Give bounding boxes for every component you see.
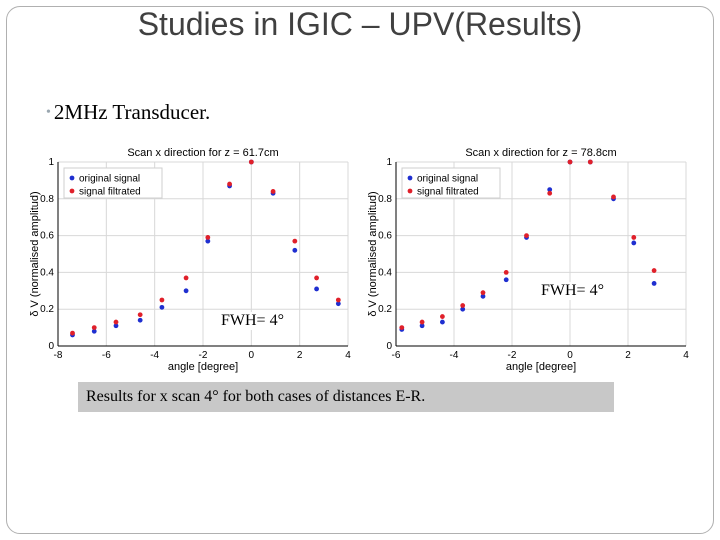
chart-left-legend-label-filtrated: signal filtrated [79, 187, 141, 198]
fwhm-annotation-left: FWH= 4° [218, 312, 287, 330]
chart-left-point-original [137, 317, 143, 323]
chart-left-x-tick-label: 2 [297, 350, 303, 361]
chart-left-legend-marker-filtrated [69, 188, 75, 194]
chart-left-x-tick-label: -8 [54, 350, 63, 361]
chart-left-title: Scan x direction for z = 61.7cm [127, 147, 278, 159]
chart-right-point-filtrated [611, 194, 616, 200]
chart-left-point-original [113, 323, 119, 329]
chart-left-point-filtrated [183, 275, 189, 281]
chart-right-y-tick-label: 0 [386, 341, 392, 352]
chart-right-point-filtrated [567, 159, 573, 165]
chart-right-x-tick-label: -2 [508, 350, 517, 361]
chart-left-point-filtrated [113, 319, 119, 325]
chart-left-point-original [314, 286, 319, 292]
chart-left-svg: Scan x direction for z = 61.7cm -8 -6 -4 -2 0… [29, 147, 351, 373]
chart-right-legend-marker-filtrated [407, 188, 413, 194]
chart-left-point-filtrated [292, 238, 298, 244]
chart-left-y-tick-label: 1 [48, 157, 54, 168]
chart-left-y-tick-label: 0 [48, 341, 54, 352]
chart-left-point-filtrated [205, 235, 211, 240]
chart-left-x-tick-label: 4 [345, 350, 351, 361]
bullet-text: 2MHz Transducer. [53, 100, 211, 124]
chart-left-point-filtrated [335, 297, 341, 303]
chart-right-point-filtrated [399, 325, 405, 330]
chart-left-x-axis-label: angle [degree] [168, 361, 238, 373]
chart-left-y-tick-label: 0.2 [40, 304, 54, 315]
chart-right-point-filtrated [440, 314, 445, 319]
chart-right-title: Scan x direction for z = 78.8cm [465, 147, 616, 159]
chart-left-y-tick-label: 0.8 [40, 194, 54, 205]
chart-right-point-original [480, 293, 486, 299]
results-caption: Results for x scan 4° for both cases of … [78, 382, 614, 412]
chart-right-x-axis-label: angle [degree] [506, 361, 576, 373]
chart-left-legend-marker-original [69, 175, 75, 181]
chart-right-point-filtrated [503, 270, 509, 275]
chart-right-point-original [419, 323, 425, 329]
chart-right-x-tick-label: 0 [567, 350, 573, 361]
chart-left-point-original [91, 328, 97, 334]
chart-left-point-original [292, 247, 298, 253]
chart-left-x-tick-label: -2 [199, 350, 208, 361]
chart-right-y-tick-label: 0.8 [378, 194, 392, 205]
chart-right-point-filtrated [547, 190, 553, 196]
chart-left-point-filtrated [91, 325, 97, 330]
fwhm-annotation-right: FWH= 4° [538, 282, 607, 300]
chart-left-y-axis-label: δ V (normalised amplitud) [29, 191, 41, 316]
chart-left-point-filtrated [70, 330, 75, 336]
bullet-icon: • [46, 104, 51, 120]
chart-left-legend-label-original: original signal [79, 174, 140, 185]
chart-left: Scan x direction for z = 61.7cm -8 -6 -4 -2 0… [24, 140, 354, 380]
chart-right-point-original [631, 240, 637, 246]
chart-right-point-original [651, 281, 657, 286]
chart-right-legend-label-filtrated: signal filtrated [417, 187, 479, 198]
chart-right-x-tick-label: -6 [392, 350, 401, 361]
chart-right-point-original [460, 306, 466, 312]
chart-left-point-filtrated [137, 312, 143, 318]
chart-right-legend-label-original: original signal [417, 174, 478, 185]
slide-frame [6, 6, 714, 534]
chart-left-x-tick-label: -4 [150, 350, 159, 361]
chart-right-point-filtrated [460, 303, 466, 308]
chart-left-y-tick-label: 0.6 [40, 231, 54, 242]
chart-left-point-original [335, 301, 341, 307]
chart-right-legend-marker-original [407, 175, 413, 181]
chart-right-point-filtrated [651, 268, 657, 273]
chart-right-legend-box [401, 167, 501, 199]
chart-right-point-filtrated [631, 235, 637, 240]
chart-left-point-filtrated [270, 189, 276, 194]
chart-left-y-tick-label: 0.4 [40, 267, 54, 278]
chart-left-point-filtrated [159, 297, 165, 303]
chart-right-x-tick-label: -4 [450, 350, 459, 361]
chart-left-x-tick-label: -6 [102, 350, 111, 361]
chart-left-point-original [205, 238, 211, 244]
chart-right-y-tick-label: 0.6 [378, 231, 392, 242]
chart-right-x-tick-label: 4 [683, 350, 689, 361]
chart-right-x-tick-label: 2 [625, 350, 631, 361]
chart-right-point-original [547, 187, 553, 192]
chart-left-x-tick-label: 0 [249, 350, 255, 361]
page-title: Studies in IGIC – UPV(Results) [137, 6, 583, 42]
chart-right-point-filtrated [419, 319, 425, 325]
chart-right-point-filtrated [524, 233, 529, 238]
chart-right-point-original [440, 319, 445, 325]
bullet-item: • 2MHz Transducer. [46, 100, 210, 125]
chart-right-svg: Scan x direction for z = 78.8cm -6 -4 -2 0 2 4… [367, 147, 689, 373]
chart-left-point-original [159, 304, 165, 310]
chart-right: Scan x direction for z = 78.8cm -6 -4 -2 0 2 4… [362, 140, 692, 380]
chart-left-point-filtrated [227, 181, 232, 187]
chart-right-y-tick-label: 0.4 [378, 267, 392, 278]
chart-left-point-original [183, 288, 189, 294]
chart-left-point-filtrated [248, 159, 254, 165]
chart-right-point-filtrated [587, 159, 593, 165]
chart-right-y-tick-label: 0.2 [378, 304, 392, 315]
chart-right-point-filtrated [480, 290, 486, 296]
chart-left-point-filtrated [314, 275, 319, 281]
chart-right-y-tick-label: 1 [386, 157, 392, 168]
chart-right-y-axis-label: δ V (normalised amplitud) [367, 191, 379, 316]
chart-left-legend-box [63, 167, 163, 199]
chart-right-point-original [503, 277, 509, 283]
